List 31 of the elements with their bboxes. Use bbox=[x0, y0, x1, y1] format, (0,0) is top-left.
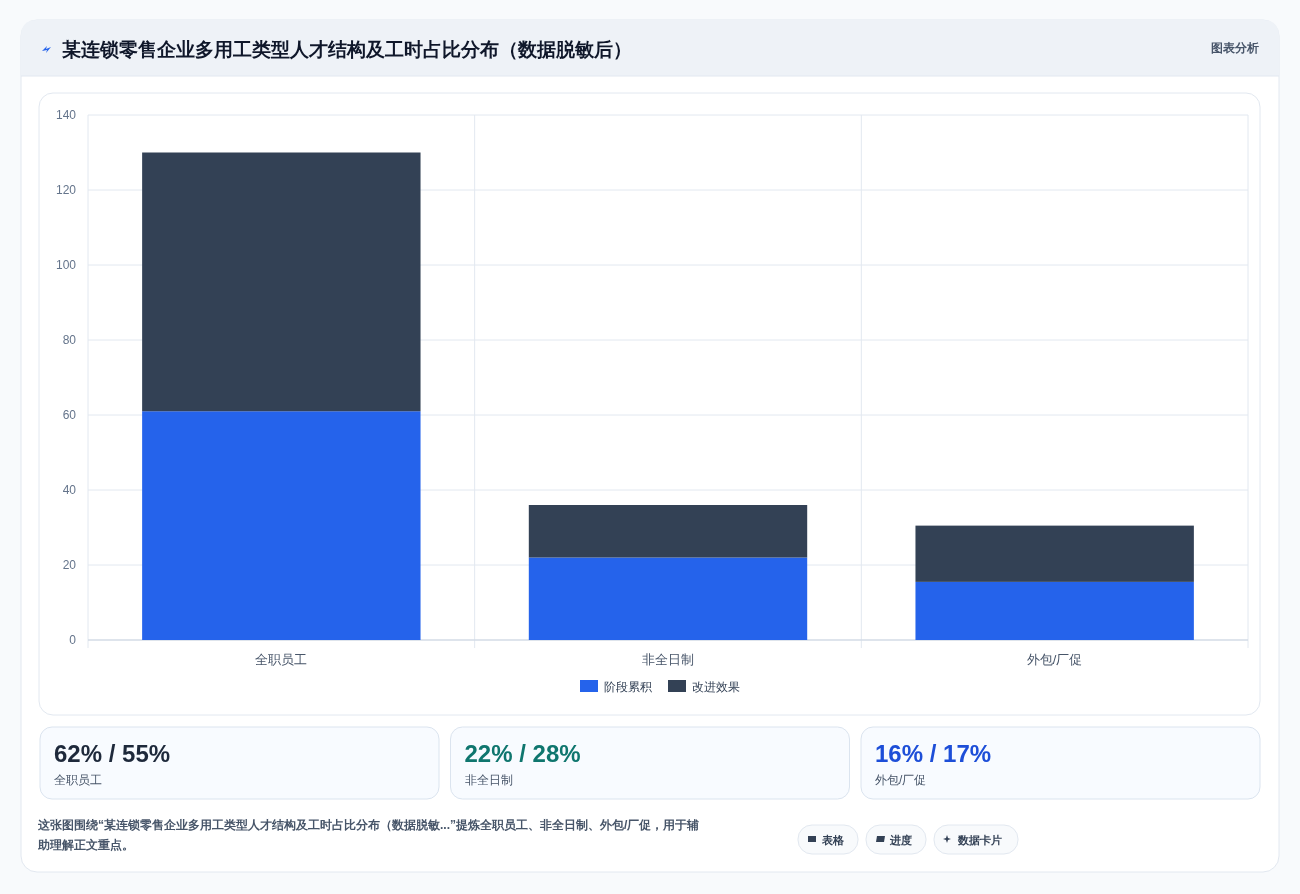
legend-label: 改进效果 bbox=[692, 680, 740, 694]
text: 数据卡片 bbox=[957, 834, 1002, 846]
text: 进度 bbox=[889, 834, 912, 846]
bar bbox=[528, 557, 808, 640]
bar bbox=[142, 411, 421, 640]
x-tick-label: 非全日制 bbox=[642, 652, 694, 667]
text: 这张图围绕“某连锁零售企业多用工类型人才结构及工时占比分布（数据脱敏...”提炼全职员工、非全日制、外包/厂促，用于辅助理解正文重点。 bbox=[38, 817, 701, 854]
bar bbox=[528, 505, 808, 558]
text: 16% / 17% bbox=[875, 740, 992, 767]
y-tick-label: 140 bbox=[55, 108, 77, 122]
bar bbox=[142, 152, 421, 412]
bar bbox=[915, 525, 1194, 582]
bar bbox=[915, 581, 1194, 640]
y-tick-label: 100 bbox=[55, 258, 77, 272]
y-tick-label: 20 bbox=[62, 558, 77, 572]
text: 表格 bbox=[821, 834, 845, 846]
y-tick-label: 40 bbox=[62, 483, 77, 497]
legend-label: 阶段累积 bbox=[604, 680, 652, 694]
text: 全职员工 bbox=[54, 773, 102, 787]
chart-title: 某连锁零售企业多用工类型人才结构及工时占比分布（数据脱敏后） bbox=[62, 39, 632, 60]
text: 非全日制 bbox=[464, 773, 513, 787]
y-tick-label: 60 bbox=[62, 408, 77, 422]
y-tick-label: 120 bbox=[55, 183, 77, 197]
text: 22% / 28% bbox=[464, 740, 581, 767]
x-tick-label: 外包/厂促 bbox=[1026, 652, 1083, 667]
text: 图表分析 bbox=[1211, 41, 1259, 55]
text: 外包/厂促 bbox=[875, 773, 927, 787]
x-tick-label: 全职员工 bbox=[255, 652, 308, 667]
y-tick-label: 0 bbox=[69, 633, 77, 647]
text: 62% / 55% bbox=[54, 740, 171, 767]
y-tick-label: 80 bbox=[62, 333, 77, 347]
